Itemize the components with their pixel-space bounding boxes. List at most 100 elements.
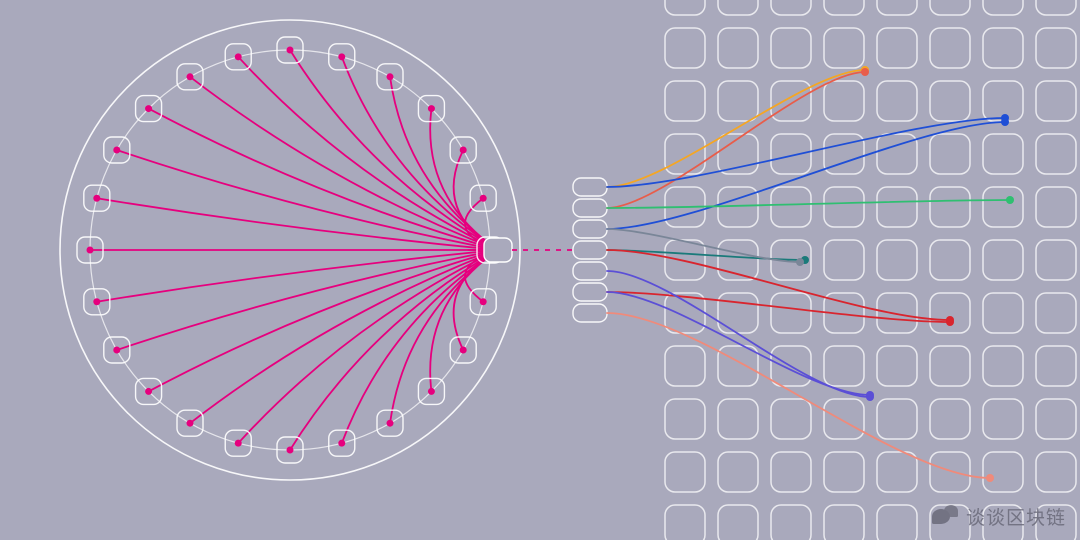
grid-cell bbox=[877, 399, 917, 439]
network-diagram bbox=[0, 0, 1080, 540]
grid-cell bbox=[824, 505, 864, 540]
grid-cell bbox=[877, 346, 917, 386]
ring-node-dot bbox=[460, 147, 467, 154]
grid-cell bbox=[983, 134, 1023, 174]
ring-node-dot bbox=[93, 298, 100, 305]
grid-cell bbox=[877, 240, 917, 280]
grid-cell bbox=[1036, 293, 1076, 333]
ring-node-dot bbox=[145, 388, 152, 395]
grid-cell bbox=[665, 399, 705, 439]
grid-cell bbox=[824, 240, 864, 280]
grid-cell bbox=[877, 0, 917, 15]
ring-node-dot bbox=[113, 147, 120, 154]
grid-cell bbox=[824, 28, 864, 68]
grid-cell bbox=[824, 346, 864, 386]
grid-cell bbox=[930, 346, 970, 386]
grid-cell bbox=[1036, 187, 1076, 227]
ring-node-dot bbox=[145, 105, 152, 112]
ring-node-dot bbox=[428, 388, 435, 395]
branch-line bbox=[607, 118, 1005, 187]
grid-cell bbox=[983, 293, 1023, 333]
grid-cell bbox=[824, 81, 864, 121]
ring-node-dot bbox=[480, 298, 487, 305]
grid-cell bbox=[718, 452, 758, 492]
grid-cell bbox=[1036, 81, 1076, 121]
grid-cell bbox=[930, 399, 970, 439]
spoke bbox=[290, 250, 498, 450]
grid-cell bbox=[771, 28, 811, 68]
stack-slot bbox=[573, 283, 607, 301]
grid-cell bbox=[983, 240, 1023, 280]
ring-node-dot bbox=[87, 247, 94, 254]
grid-cell bbox=[824, 0, 864, 15]
watermark: 谈谈区块链 bbox=[932, 503, 1066, 530]
grid-cell bbox=[930, 81, 970, 121]
ring-node-dot bbox=[338, 440, 345, 447]
ring-node-dot bbox=[338, 53, 345, 60]
grid-cell bbox=[824, 452, 864, 492]
grid-cell bbox=[665, 28, 705, 68]
spoke bbox=[290, 50, 498, 250]
grid-cell bbox=[930, 187, 970, 227]
grid-cell bbox=[718, 28, 758, 68]
stack-slot bbox=[573, 178, 607, 196]
branch-line bbox=[607, 271, 870, 397]
grid-cell bbox=[1036, 452, 1076, 492]
grid-cell bbox=[718, 346, 758, 386]
ring-node-dot bbox=[460, 347, 467, 354]
grid-layer bbox=[665, 0, 1080, 540]
grid-cell bbox=[1036, 240, 1076, 280]
branch-line bbox=[607, 200, 1010, 208]
branch-endpoint bbox=[986, 474, 994, 482]
grid-cell bbox=[665, 0, 705, 15]
grid-cell bbox=[930, 293, 970, 333]
ring-node-dot bbox=[187, 420, 194, 427]
ring-node-dot bbox=[287, 47, 294, 54]
branch-endpoint bbox=[1006, 196, 1014, 204]
grid-cell bbox=[877, 81, 917, 121]
grid-cell bbox=[771, 399, 811, 439]
grid-cell bbox=[877, 28, 917, 68]
grid-cell bbox=[930, 240, 970, 280]
grid-cell bbox=[718, 399, 758, 439]
grid-cell bbox=[983, 399, 1023, 439]
grid-cell bbox=[718, 81, 758, 121]
wechat-icon bbox=[932, 505, 960, 529]
spoke bbox=[117, 250, 498, 350]
grid-cell bbox=[930, 28, 970, 68]
grid-cell bbox=[1036, 28, 1076, 68]
grid-cell bbox=[824, 187, 864, 227]
grid-cell bbox=[665, 452, 705, 492]
stack-slot bbox=[573, 241, 607, 259]
spoke bbox=[190, 77, 498, 250]
ring-node-dot bbox=[113, 347, 120, 354]
grid-cell bbox=[983, 187, 1023, 227]
ring-node-dot bbox=[428, 105, 435, 112]
center-stack bbox=[573, 178, 607, 322]
grid-cell bbox=[718, 505, 758, 540]
grid-cell bbox=[665, 346, 705, 386]
grid-cell bbox=[983, 346, 1023, 386]
grid-cell bbox=[1036, 134, 1076, 174]
grid-cell bbox=[771, 505, 811, 540]
grid-cell bbox=[771, 134, 811, 174]
branch-line bbox=[607, 313, 990, 478]
branch-endpoint bbox=[1001, 118, 1009, 126]
spoke bbox=[117, 150, 498, 250]
grid-cell bbox=[983, 452, 1023, 492]
grid-cell bbox=[930, 134, 970, 174]
branch-endpoint bbox=[796, 258, 804, 266]
grid-cell bbox=[877, 293, 917, 333]
grid-cell bbox=[771, 0, 811, 15]
ring-node-dot bbox=[480, 195, 487, 202]
grid-cell bbox=[877, 452, 917, 492]
stack-slot bbox=[573, 199, 607, 217]
grid-cell bbox=[665, 81, 705, 121]
grid-cell bbox=[665, 505, 705, 540]
stack-slot bbox=[573, 304, 607, 322]
grid-cell bbox=[718, 0, 758, 15]
grid-cell bbox=[983, 0, 1023, 15]
branch-endpoint bbox=[946, 318, 954, 326]
branch-endpoint bbox=[861, 68, 869, 76]
ring-node-dot bbox=[387, 420, 394, 427]
